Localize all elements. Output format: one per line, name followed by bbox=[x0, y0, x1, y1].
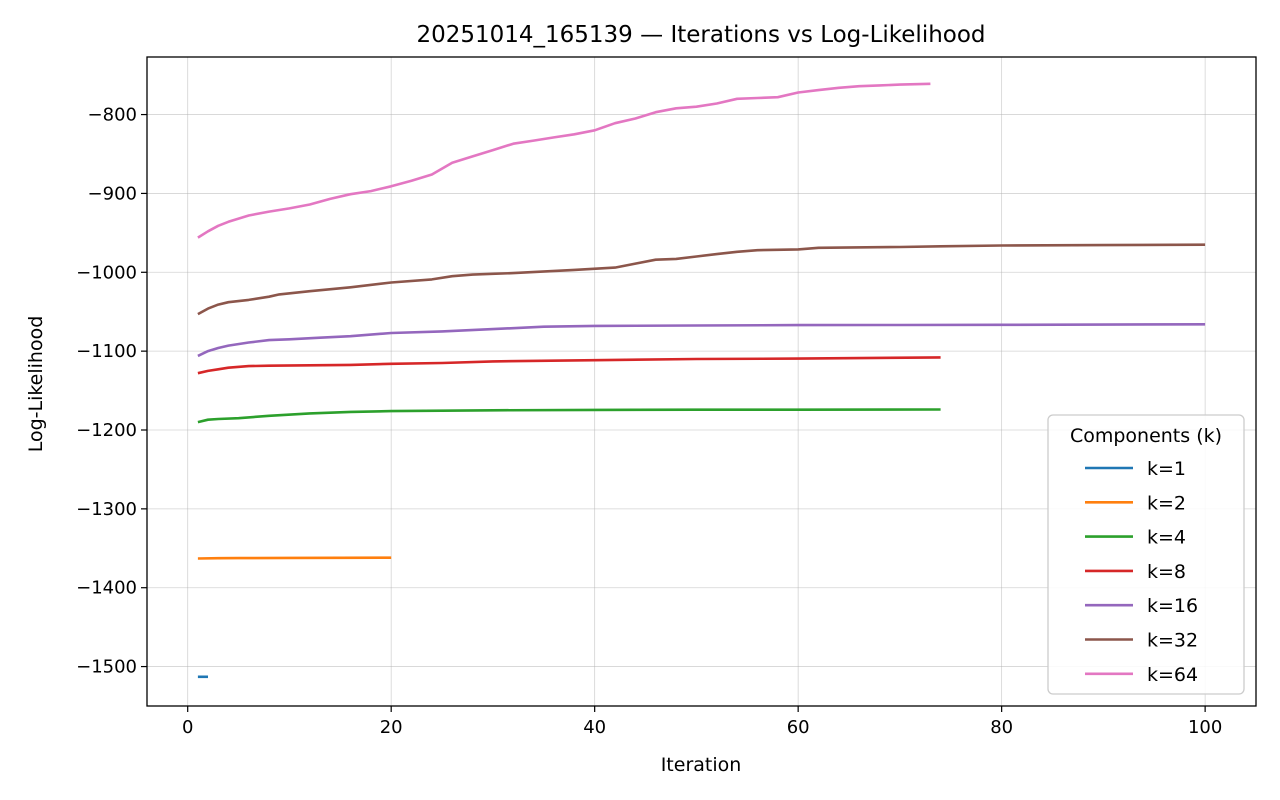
legend-box bbox=[1047, 414, 1245, 695]
series-layer bbox=[197, 82, 1206, 679]
y-tick-label: −1400 bbox=[76, 578, 137, 599]
series-line-k-2 bbox=[197, 556, 392, 560]
legend-label: k=16 bbox=[1147, 595, 1198, 617]
y-tick-label: −800 bbox=[88, 105, 137, 126]
x-axis-label: Iteration bbox=[661, 754, 742, 776]
y-axis: −1500 −1400 −1300 −1200 −1100 −1000 −900 −800 bbox=[76, 105, 147, 678]
legend-label: k=64 bbox=[1147, 664, 1198, 686]
x-tick-label: 60 bbox=[787, 717, 810, 738]
series-line-k-32 bbox=[197, 243, 1206, 316]
x-tick-label: 40 bbox=[583, 717, 606, 738]
y-tick-label: −1200 bbox=[76, 420, 137, 441]
x-tick-label: 100 bbox=[1188, 717, 1222, 738]
legend-label: k=1 bbox=[1147, 458, 1186, 480]
y-tick-label: −1100 bbox=[76, 341, 137, 362]
y-tick-label: −1000 bbox=[76, 262, 137, 283]
series-line-k-8 bbox=[197, 356, 941, 375]
y-tick-label: −900 bbox=[88, 183, 137, 204]
legend: Components (k) k=1 k=2 k=4 k=8 k=16 k=32 k=64 bbox=[1047, 414, 1245, 695]
plot-frame bbox=[146, 56, 1257, 707]
y-axis-label: Log-Likelihood bbox=[25, 316, 47, 453]
x-axis: 0 20 40 60 80 100 bbox=[182, 706, 1222, 738]
x-tick-label: 0 bbox=[182, 717, 193, 738]
series-line-k-64 bbox=[197, 82, 931, 239]
y-tick-label: −1500 bbox=[76, 657, 137, 678]
x-tick-label: 80 bbox=[990, 717, 1013, 738]
legend-label: k=2 bbox=[1147, 492, 1186, 514]
chart-title: 20251014_165139 — Iterations vs Log-Like… bbox=[416, 22, 985, 48]
series-line-k-16 bbox=[197, 322, 1206, 358]
legend-label: k=4 bbox=[1147, 527, 1186, 549]
legend-label: k=32 bbox=[1147, 630, 1198, 652]
y-tick-label: −1300 bbox=[76, 499, 137, 520]
legend-label: k=8 bbox=[1147, 561, 1186, 583]
series-line-k-4 bbox=[197, 408, 941, 424]
x-tick-label: 20 bbox=[380, 717, 403, 738]
legend-title: Components (k) bbox=[1070, 425, 1222, 447]
